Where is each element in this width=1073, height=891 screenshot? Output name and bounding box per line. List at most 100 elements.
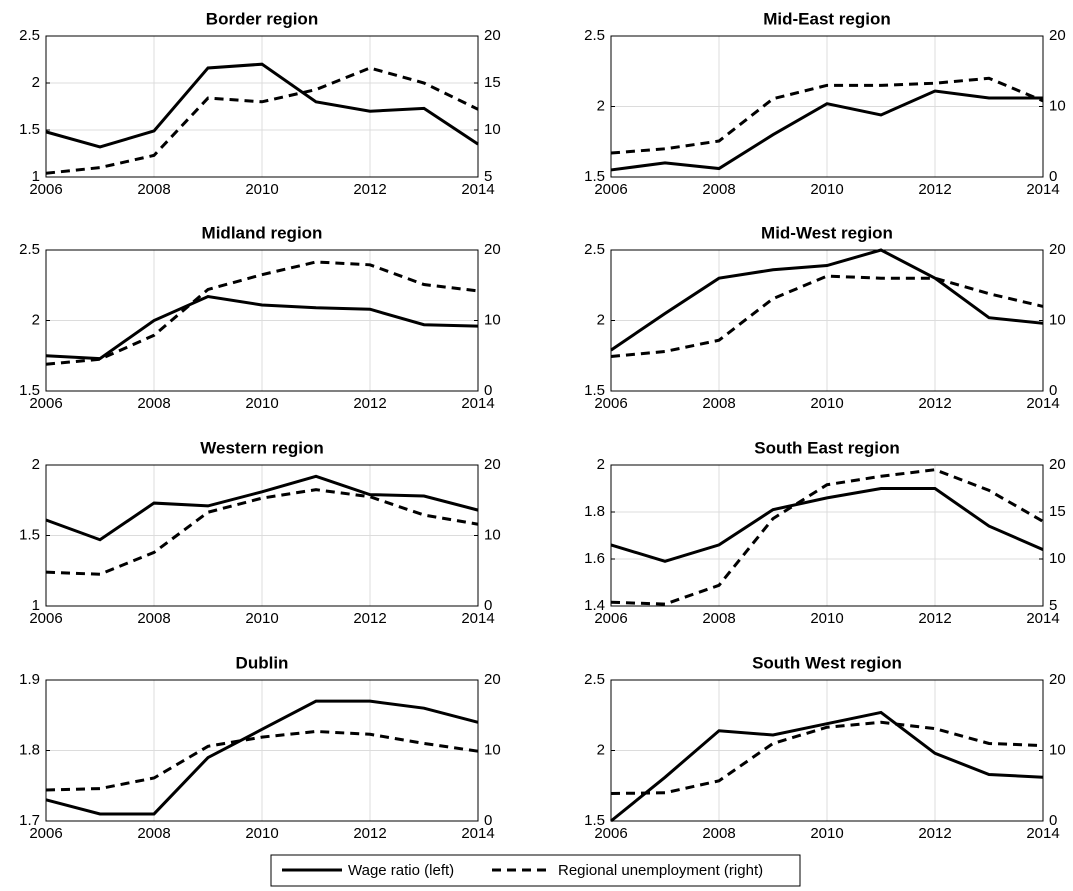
y2-tick-label: 15 xyxy=(1049,503,1066,520)
y-tick-label: 2 xyxy=(597,741,605,758)
y-tick-label: 1.8 xyxy=(584,503,605,520)
y-tick-label: 1.5 xyxy=(584,382,605,399)
x-tick-label: 2012 xyxy=(353,825,386,842)
chart-title: Mid-East region xyxy=(763,9,891,28)
x-tick-label: 2014 xyxy=(1026,610,1059,627)
plot-frame xyxy=(610,35,1044,178)
y-tick-label: 1.5 xyxy=(19,121,40,138)
data-line xyxy=(45,488,479,576)
data-line xyxy=(610,710,1044,823)
x-tick-label: 2010 xyxy=(245,610,278,627)
y-tick-label: 2.5 xyxy=(584,27,605,44)
data-line xyxy=(45,66,479,175)
y2-tick-label: 0 xyxy=(1049,382,1057,399)
chart-title: Border region xyxy=(206,9,318,28)
x-tick-label: 2010 xyxy=(810,610,843,627)
y2-tick-label: 5 xyxy=(1049,597,1057,614)
y2-tick-label: 20 xyxy=(1049,27,1066,44)
data-line xyxy=(610,487,1044,563)
x-tick-label: 2006 xyxy=(29,825,62,842)
x-tick-label: 2012 xyxy=(353,181,386,198)
plot-frame xyxy=(45,679,479,822)
x-tick-label: 2010 xyxy=(245,395,278,412)
x-tick-label: 2014 xyxy=(461,395,494,412)
y2-tick-label: 5 xyxy=(484,168,492,185)
legend-label: Wage ratio (left) xyxy=(348,862,454,879)
y2-tick-label: 10 xyxy=(1049,550,1066,567)
y-tick-label: 1.8 xyxy=(19,741,40,758)
y2-tick-label: 10 xyxy=(1049,741,1066,758)
x-tick-label: 2008 xyxy=(137,395,170,412)
x-tick-label: 2006 xyxy=(594,825,627,842)
y-tick-label: 2 xyxy=(597,456,605,473)
y2-tick-label: 20 xyxy=(1049,241,1066,258)
y-tick-label: 1.5 xyxy=(19,382,40,399)
y2-tick-label: 0 xyxy=(1049,168,1057,185)
data-line xyxy=(610,468,1044,606)
y2-tick-label: 10 xyxy=(1049,97,1066,114)
chart-title: South West region xyxy=(752,653,902,672)
chart-title: Mid-West region xyxy=(761,223,893,242)
y-tick-label: 1.9 xyxy=(19,671,40,688)
x-tick-label: 2006 xyxy=(29,181,62,198)
y2-tick-label: 15 xyxy=(484,74,501,91)
plot-frame xyxy=(610,464,1044,607)
data-line xyxy=(45,699,479,816)
x-tick-label: 2006 xyxy=(29,395,62,412)
x-tick-label: 2014 xyxy=(461,181,494,198)
x-tick-label: 2008 xyxy=(137,610,170,627)
x-tick-label: 2010 xyxy=(810,181,843,198)
data-line xyxy=(610,248,1044,352)
x-tick-label: 2012 xyxy=(918,610,951,627)
y2-tick-label: 20 xyxy=(1049,671,1066,688)
y2-tick-label: 0 xyxy=(484,382,492,399)
y2-tick-label: 10 xyxy=(484,311,501,328)
data-line xyxy=(610,89,1043,172)
y-tick-label: 1.5 xyxy=(584,168,605,185)
x-tick-label: 2008 xyxy=(702,181,735,198)
data-line xyxy=(610,76,1044,155)
y-tick-label: 2 xyxy=(32,311,40,328)
x-tick-label: 2014 xyxy=(461,825,494,842)
y-tick-label: 2 xyxy=(32,74,40,91)
y2-tick-label: 0 xyxy=(1049,812,1057,829)
x-tick-label: 2010 xyxy=(245,825,278,842)
x-tick-label: 2008 xyxy=(137,181,170,198)
x-tick-label: 2010 xyxy=(810,825,843,842)
x-tick-label: 2012 xyxy=(918,395,951,412)
y-tick-label: 2.5 xyxy=(584,671,605,688)
chart-title: South East region xyxy=(754,438,899,457)
data-line xyxy=(610,274,1044,358)
y-tick-label: 1.5 xyxy=(19,526,40,543)
y-tick-label: 1.5 xyxy=(584,812,605,829)
y2-tick-label: 10 xyxy=(484,526,501,543)
x-tick-label: 2010 xyxy=(245,181,278,198)
x-tick-label: 2012 xyxy=(918,181,951,198)
x-tick-label: 2014 xyxy=(461,610,494,627)
x-tick-label: 2008 xyxy=(702,610,735,627)
y-tick-label: 2.5 xyxy=(19,27,40,44)
data-line xyxy=(610,720,1044,796)
y2-tick-label: 10 xyxy=(484,121,501,138)
x-tick-label: 2014 xyxy=(1026,181,1059,198)
plot-frame xyxy=(45,35,479,178)
x-tick-label: 2010 xyxy=(810,395,843,412)
x-tick-label: 2014 xyxy=(1026,825,1059,842)
y2-tick-label: 20 xyxy=(484,671,501,688)
data-line xyxy=(45,260,479,366)
y2-tick-label: 10 xyxy=(484,741,501,758)
y-tick-label: 2 xyxy=(597,97,605,114)
y-tick-label: 1 xyxy=(32,168,40,185)
y2-tick-label: 20 xyxy=(484,456,501,473)
chart-title: Dublin xyxy=(236,653,289,672)
legend-label: Regional unemployment (right) xyxy=(558,862,763,879)
y-tick-label: 2 xyxy=(32,456,40,473)
x-tick-label: 2006 xyxy=(594,610,627,627)
y-tick-label: 2 xyxy=(597,311,605,328)
x-tick-label: 2012 xyxy=(353,610,386,627)
x-tick-label: 2008 xyxy=(702,395,735,412)
legend-box xyxy=(270,854,801,887)
y2-tick-label: 0 xyxy=(484,812,492,829)
plot-frame xyxy=(610,249,1044,392)
y-tick-label: 2.5 xyxy=(584,241,605,258)
